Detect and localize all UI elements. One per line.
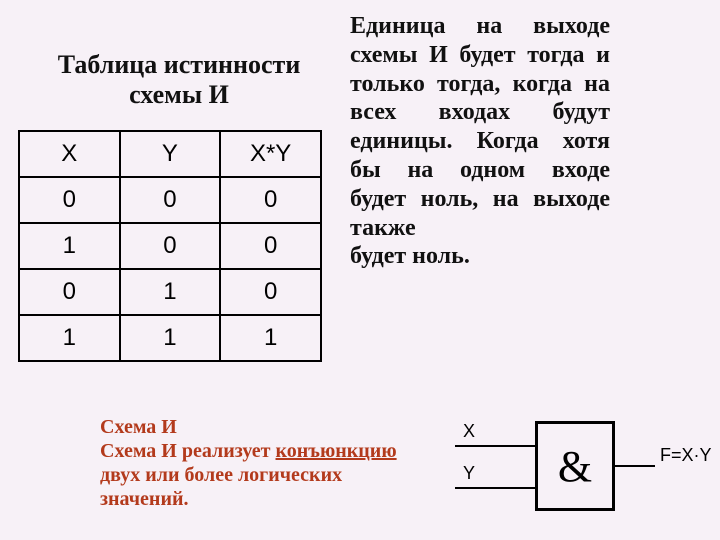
output-label: F=X·Y	[660, 445, 712, 466]
cell: 0	[19, 177, 120, 223]
cell: 1	[19, 223, 120, 269]
description-last-line: будет ноль.	[350, 242, 610, 271]
truth-table: X Y X*Y 0 0 0 1 0 0 0 1 0 1 1 1	[18, 130, 322, 362]
cell: 0	[120, 177, 221, 223]
col-y: Y	[120, 131, 221, 177]
cell: 0	[220, 177, 321, 223]
col-x: X	[19, 131, 120, 177]
logic-gate-diagram: X Y & F=X·Y	[455, 415, 705, 530]
and-gate-box: &	[535, 421, 615, 511]
input-label-x: X	[463, 421, 475, 442]
input-label-y: Y	[463, 463, 475, 484]
cell: 0	[220, 223, 321, 269]
table-header-row: X Y X*Y	[19, 131, 321, 177]
wire-input-y	[455, 487, 535, 489]
cell: 0	[120, 223, 221, 269]
cell: 1	[220, 315, 321, 361]
wire-input-x	[455, 445, 535, 447]
table-row: 1 1 1	[19, 315, 321, 361]
caption-line-4: значений.	[100, 487, 440, 511]
cell: 0	[220, 269, 321, 315]
caption-line-3: двух или более логических	[100, 463, 440, 487]
description-text: Единица на выходе схемы И будет тогда и …	[350, 12, 610, 271]
table-row: 0 0 0	[19, 177, 321, 223]
caption-underlined: конъюнкцию	[276, 440, 397, 462]
description-body: Единица на выходе схемы И будет тогда и …	[350, 13, 610, 241]
cell: 1	[120, 269, 221, 315]
cell: 1	[120, 315, 221, 361]
col-xy: X*Y	[220, 131, 321, 177]
cell: 0	[19, 269, 120, 315]
caption-line-2a: Схема И реализует	[100, 440, 276, 462]
ampersand-icon: &	[558, 441, 592, 492]
caption-line-2: Схема И реализует конъюнкцию	[100, 439, 440, 463]
caption-line-1: Cхема И	[100, 415, 440, 439]
wire-output	[615, 465, 655, 467]
caption-text: Cхема И Схема И реализует конъюнкцию дву…	[100, 415, 440, 511]
cell: 1	[19, 315, 120, 361]
table-row: 1 0 0	[19, 223, 321, 269]
truth-table-title: Таблица истинности схемы И	[24, 50, 334, 110]
table-row: 0 1 0	[19, 269, 321, 315]
